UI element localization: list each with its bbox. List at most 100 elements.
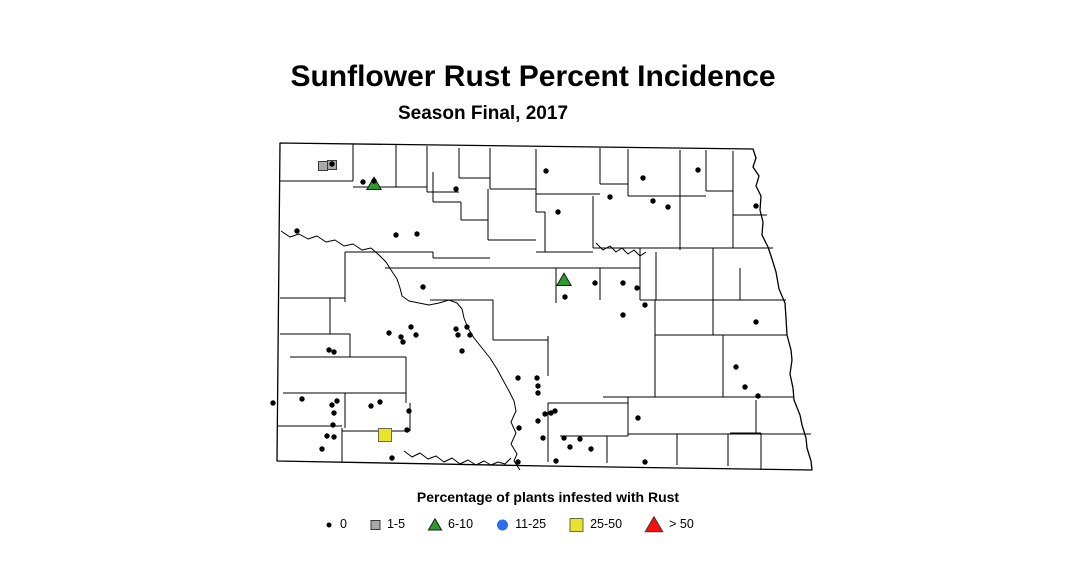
survey-point-0 bbox=[588, 446, 594, 452]
survey-point-0 bbox=[753, 203, 759, 209]
survey-point-0 bbox=[548, 410, 554, 416]
survey-point-0 bbox=[665, 204, 671, 210]
survey-point-0 bbox=[331, 434, 337, 440]
survey-point-0 bbox=[453, 186, 459, 192]
survey-point-0 bbox=[592, 280, 598, 286]
page-subtitle: Season Final, 2017 bbox=[397, 103, 569, 124]
survey-point-0 bbox=[414, 231, 420, 237]
survey-point-0 bbox=[561, 435, 567, 441]
survey-point-0 bbox=[360, 179, 366, 185]
legend-item-label: > 50 bbox=[669, 517, 694, 531]
survey-point-0 bbox=[742, 384, 748, 390]
survey-point-0 bbox=[330, 422, 336, 428]
survey-point-0 bbox=[319, 446, 325, 452]
survey-point-0 bbox=[540, 435, 546, 441]
survey-point-0 bbox=[294, 228, 300, 234]
legend-item-6-10: 6-10 bbox=[427, 515, 473, 533]
survey-point-0 bbox=[389, 455, 395, 461]
survey-point-0 bbox=[534, 375, 540, 381]
survey-point-0 bbox=[331, 349, 337, 355]
survey-point-0 bbox=[650, 198, 656, 204]
state-outline bbox=[276, 142, 813, 471]
legend-item-label: 1-5 bbox=[386, 517, 406, 531]
survey-point-0 bbox=[620, 280, 626, 286]
survey-point-0 bbox=[413, 332, 419, 338]
survey-point-0 bbox=[406, 408, 412, 414]
survey-point-0 bbox=[334, 398, 340, 404]
survey-point-1-5 bbox=[318, 161, 328, 171]
survey-point-0 bbox=[459, 348, 465, 354]
survey-point-0 bbox=[695, 167, 701, 173]
survey-point-0 bbox=[329, 402, 335, 408]
survey-point-0 bbox=[607, 194, 613, 200]
legend-item-label: 6-10 bbox=[448, 517, 474, 531]
survey-point-0 bbox=[331, 410, 337, 416]
survey-point-0 bbox=[642, 302, 648, 308]
survey-point-0 bbox=[408, 324, 414, 330]
legend: 0 1-5 6-10 11-25 25-50 > 50 bbox=[323, 513, 694, 535]
legend-item-label: 25-50 bbox=[590, 517, 623, 531]
survey-point-0 bbox=[420, 284, 426, 290]
legend-item-1-5: 1-5 bbox=[369, 515, 405, 533]
circle-marker-icon bbox=[497, 519, 509, 531]
survey-point-0 bbox=[464, 324, 470, 330]
legend-item-label: 0 bbox=[340, 517, 347, 531]
county-boundaries bbox=[278, 144, 811, 470]
survey-point-0 bbox=[398, 334, 404, 340]
survey-point-0 bbox=[635, 415, 641, 421]
survey-point-0 bbox=[753, 319, 759, 325]
triangle-marker-icon bbox=[644, 515, 664, 533]
triangle-marker-icon bbox=[427, 517, 443, 531]
survey-point-0 bbox=[386, 330, 392, 336]
survey-point-0 bbox=[270, 400, 276, 406]
survey-point-0 bbox=[620, 312, 626, 318]
river-boundaries bbox=[280, 230, 647, 471]
survey-point-0 bbox=[515, 459, 521, 465]
survey-point-0 bbox=[371, 178, 377, 184]
survey-point-0 bbox=[567, 444, 573, 450]
survey-point-0 bbox=[755, 393, 761, 399]
legend-item-0: 0 bbox=[323, 515, 347, 533]
survey-point-0 bbox=[535, 383, 541, 389]
survey-point-0 bbox=[562, 294, 568, 300]
survey-point-0 bbox=[535, 390, 541, 396]
survey-point-0 bbox=[515, 375, 521, 381]
legend-item->50: > 50 bbox=[644, 515, 694, 533]
survey-point-0 bbox=[453, 326, 459, 332]
survey-point-0 bbox=[404, 427, 410, 433]
legend-title: Percentage of plants infested with Rust bbox=[416, 489, 680, 505]
survey-point-0 bbox=[377, 399, 383, 405]
survey-point-0 bbox=[400, 339, 406, 345]
page-title: Sunflower Rust Percent Incidence bbox=[290, 60, 776, 93]
survey-point-0 bbox=[542, 411, 548, 417]
survey-point-0 bbox=[368, 403, 374, 409]
survey-point-0 bbox=[543, 168, 549, 174]
legend-item-label: 11-25 bbox=[515, 517, 547, 531]
square-marker-icon bbox=[370, 520, 381, 530]
survey-point-0 bbox=[634, 285, 640, 291]
survey-point-0 bbox=[640, 175, 646, 181]
survey-point-0 bbox=[555, 209, 561, 215]
legend-item-11-25: 11-25 bbox=[495, 515, 546, 533]
survey-point-0 bbox=[552, 408, 558, 414]
survey-point-0 bbox=[326, 347, 332, 353]
survey-point-0 bbox=[733, 364, 739, 370]
survey-point-6-10 bbox=[555, 272, 573, 286]
survey-point-0 bbox=[329, 161, 335, 167]
survey-point-0 bbox=[299, 396, 305, 402]
survey-point-0 bbox=[324, 433, 330, 439]
survey-point-0 bbox=[553, 458, 559, 464]
legend-item-25-50: 25-50 bbox=[568, 515, 622, 533]
dot-marker-icon bbox=[326, 522, 332, 528]
survey-point-0 bbox=[535, 418, 541, 424]
survey-point-0 bbox=[467, 332, 473, 338]
survey-point-0 bbox=[642, 459, 648, 465]
survey-point-0 bbox=[516, 425, 522, 431]
survey-point-0 bbox=[577, 436, 583, 442]
survey-point-25-50 bbox=[378, 428, 392, 442]
survey-point-0 bbox=[455, 332, 461, 338]
square-marker-icon bbox=[569, 518, 584, 532]
survey-point-0 bbox=[393, 232, 399, 238]
